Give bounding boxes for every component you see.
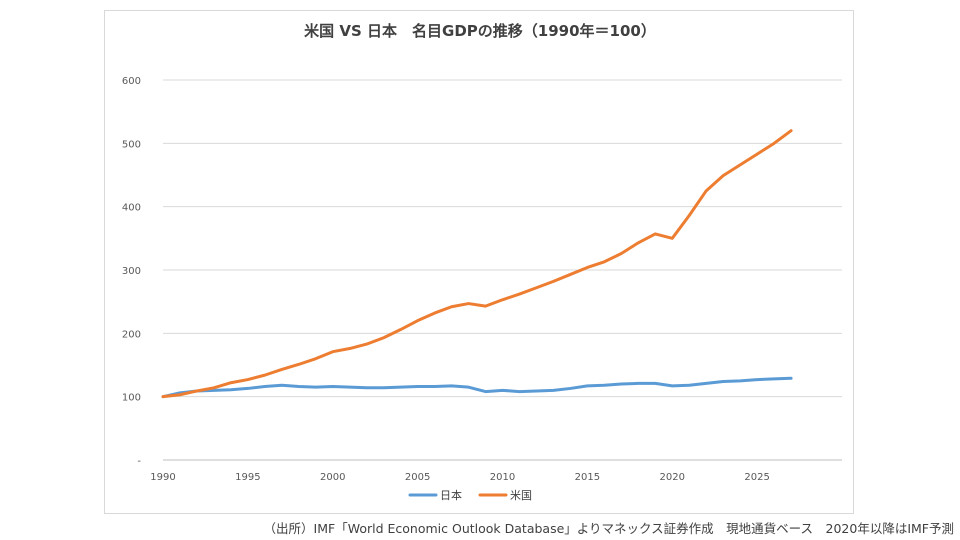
series-line-0 — [161, 376, 793, 399]
x-tick-label: 2020 — [660, 472, 685, 483]
y-tick-label: 100 — [122, 393, 141, 404]
y-tick-label: 600 — [122, 76, 141, 87]
x-tick-label: 1990 — [150, 472, 175, 483]
chart-frame: 米国 VS 日本 名目GDPの推移（1990年＝100） - 100 200 300 4… — [104, 10, 854, 514]
x-tick-label: 2025 — [744, 472, 769, 483]
gdp-line-chart: 米国 VS 日本 名目GDPの推移（1990年＝100） - 100 200 300 4… — [122, 22, 842, 502]
series-line-1 — [161, 129, 793, 399]
x-tick-label: 1995 — [235, 472, 260, 483]
x-tick-label: 2000 — [320, 472, 345, 483]
x-tick-label: 2010 — [490, 472, 515, 483]
legend-label-0: 日本 — [440, 488, 462, 502]
source-note: （出所）IMF「World Economic Outlook Database」… — [263, 521, 954, 536]
legend-label-1: 米国 — [510, 489, 532, 502]
y-tick-label: - — [137, 456, 141, 467]
y-tick-label: 500 — [122, 139, 141, 150]
x-axis-ticks: 1990 1995 2000 2005 2010 2015 2020 2025 — [150, 472, 770, 483]
y-tick-label: 200 — [122, 329, 141, 340]
series-lines — [161, 129, 793, 399]
y-tick-label: 400 — [122, 203, 141, 214]
y-axis-ticks: - 100 200 300 400 500 600 — [122, 76, 141, 467]
x-tick-label: 2005 — [405, 472, 430, 483]
y-tick-label: 300 — [122, 266, 141, 277]
gridlines — [163, 79, 842, 461]
legend: 日本 米国 — [408, 488, 532, 502]
chart-title: 米国 VS 日本 名目GDPの推移（1990年＝100） — [304, 22, 656, 40]
x-tick-label: 2015 — [575, 472, 600, 483]
